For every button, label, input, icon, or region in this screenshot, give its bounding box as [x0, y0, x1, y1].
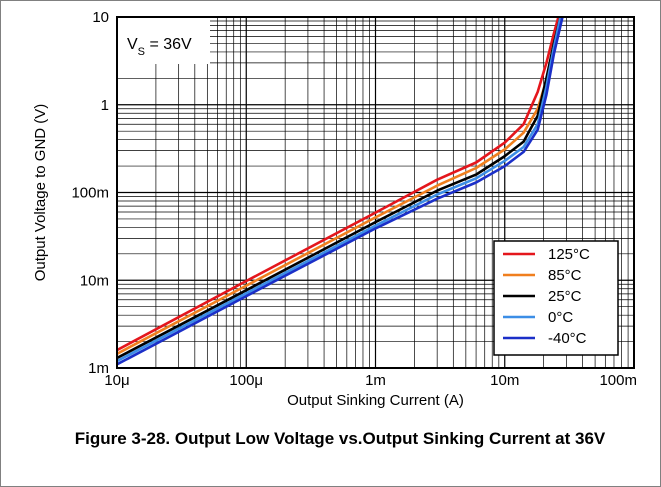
legend: 125°C 85°C 25°C 0°C -40°C	[493, 240, 619, 356]
legend-label: -40°C	[548, 330, 587, 347]
legend-label: 25°C	[548, 288, 582, 305]
figure-caption: Figure 3-28. Output Low Voltage vs.Outpu…	[74, 429, 606, 448]
y-tick-label: 100m	[71, 185, 109, 202]
y-tick-label: 10	[92, 9, 109, 26]
series-line	[117, 17, 564, 366]
x-tick-label: 100μ	[229, 372, 263, 389]
x-tick-label: 10μ	[104, 372, 129, 389]
series-line	[117, 17, 562, 363]
x-tick-labels: 10μ 100μ 1m 10m 100m	[104, 372, 637, 389]
series-line	[117, 17, 562, 360]
legend-label: 85°C	[548, 267, 582, 284]
annotation-rest: = 36V	[145, 36, 192, 53]
supply-annotation: VS = 36V	[118, 18, 210, 64]
y-axis-label: Output Voltage to GND (V)	[32, 104, 49, 282]
plot-border	[116, 16, 635, 369]
y-tick-label: 1m	[88, 360, 109, 377]
x-tick-label: 10m	[490, 372, 519, 389]
svg-text:VS = 36V: VS = 36V	[127, 36, 192, 58]
x-tick-label: 1m	[365, 372, 386, 389]
x-axis-label: Output Sinking Current (A)	[287, 392, 464, 409]
chart: 10μ 100μ 1m 10m 100m 1m 10m 100m 1 10 Output Sin…	[32, 9, 637, 409]
series-layer	[117, 17, 564, 366]
x-tick-label: 100m	[599, 372, 637, 389]
annotation-main: V	[127, 36, 138, 53]
y-tick-label: 1	[101, 97, 109, 114]
y-tick-label: 10m	[80, 272, 109, 289]
legend-label: 0°C	[548, 309, 573, 326]
y-tick-labels: 1m 10m 100m 1 10	[71, 9, 109, 377]
legend-label: 125°C	[548, 246, 590, 263]
annotation-subscript: S	[138, 46, 145, 58]
series-line	[117, 17, 560, 352]
